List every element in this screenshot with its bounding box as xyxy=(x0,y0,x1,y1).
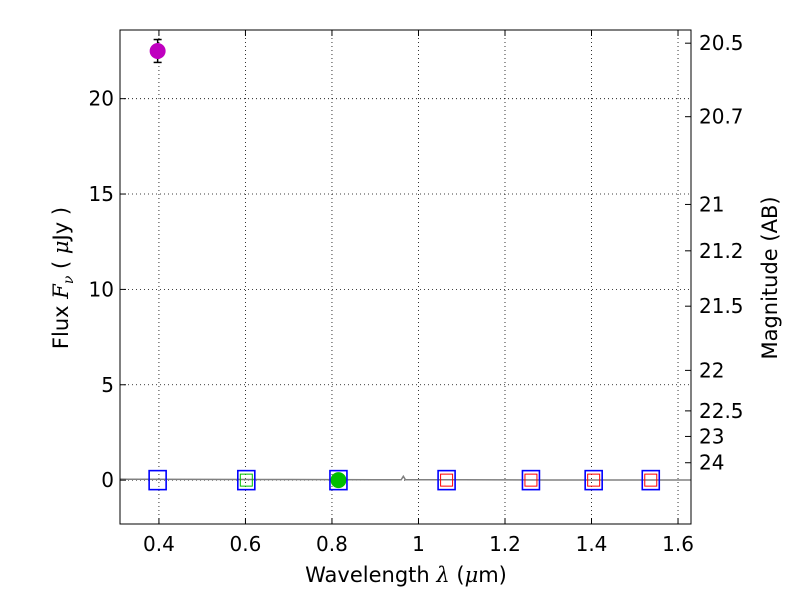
data-marks xyxy=(148,38,661,491)
y-tick-label: 20 xyxy=(89,87,114,111)
y-right-tick-label: 21.2 xyxy=(699,239,744,263)
x-tick-label: 1 xyxy=(412,532,425,556)
plot-frame xyxy=(119,29,692,525)
model-marker xyxy=(641,469,661,491)
x-tick-label: 0.4 xyxy=(143,532,175,556)
x-tick-label: 0.6 xyxy=(230,532,262,556)
y-tick-label: 5 xyxy=(101,373,114,397)
axis-ticks: 0.4 0.6 0.8 1 1.2 1.4 1.6 0 5 10 15 20 20.5 20.7 21 21.… xyxy=(89,30,744,556)
x-tick-label: 0.8 xyxy=(316,532,348,556)
y-right-tick-label: 22 xyxy=(699,358,724,382)
x-tick-label: 1.6 xyxy=(662,532,694,556)
x-tick-label: 1.4 xyxy=(576,532,608,556)
model-marker xyxy=(584,469,603,491)
y-tick-label: 0 xyxy=(101,468,114,492)
spectrum-line xyxy=(119,474,691,481)
detection-point xyxy=(149,42,166,59)
model-marker xyxy=(437,469,456,491)
x-tick-label: 1.2 xyxy=(489,532,521,556)
y-right-tick-label: 20.7 xyxy=(699,105,744,129)
grid xyxy=(120,30,691,524)
y-right-axis-title: Magnitude (AB) xyxy=(758,196,782,359)
y-right-tick-label: 21.5 xyxy=(699,294,744,318)
upper-limit-marker xyxy=(524,473,538,487)
upper-limit-marker xyxy=(239,473,253,487)
y-tick-label: 10 xyxy=(89,277,114,301)
x-axis-title: Wavelength λ (μm) xyxy=(305,563,507,587)
model-marker xyxy=(521,469,541,491)
upper-limit-marker xyxy=(440,473,454,487)
spectrum-layer xyxy=(119,474,691,481)
model-marker xyxy=(237,469,256,491)
y-right-tick-label: 22.5 xyxy=(699,399,744,423)
y-axis-title: Flux Fν ( μJy ) xyxy=(49,207,77,349)
y-right-tick-label: 23 xyxy=(699,424,724,448)
upper-limit-marker xyxy=(587,473,601,487)
model-marker xyxy=(329,469,348,491)
y-right-tick-label: 21 xyxy=(699,192,724,216)
upper-limit-marker xyxy=(644,473,658,487)
y-right-tick-label: 24 xyxy=(699,451,724,475)
detection-point xyxy=(330,472,347,489)
y-tick-label: 15 xyxy=(89,182,114,206)
y-right-tick-label: 20.5 xyxy=(699,31,744,55)
model-marker xyxy=(148,469,167,491)
